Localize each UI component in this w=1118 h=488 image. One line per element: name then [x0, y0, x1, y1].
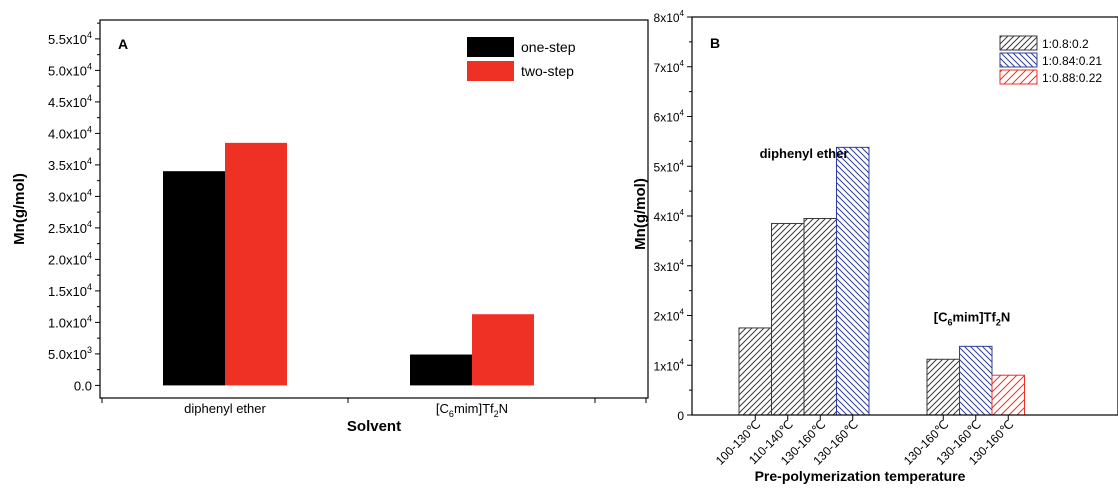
y-tick-label: 5.0x104	[48, 61, 92, 78]
y-tick-label: 2.5x104	[48, 219, 92, 236]
bar-two-step-1	[472, 314, 534, 386]
y-tick-label: 3x104	[654, 258, 685, 274]
y-tick-label: 4x104	[654, 208, 685, 224]
plot-frame-a	[99, 19, 649, 399]
y-tick-label: 5.5x104	[48, 30, 92, 47]
group-label: diphenyl ether	[760, 146, 849, 161]
legend-swatch-1	[999, 52, 1038, 68]
bar-two-step-0	[225, 142, 287, 386]
y-tick-label: 0	[677, 409, 684, 423]
plot-frame-b	[691, 16, 1118, 416]
y-tick-label: 5.0x103	[48, 345, 92, 362]
group-label: [C6mim]Tf2N	[934, 309, 1010, 327]
y-tick-label: 5x104	[654, 158, 685, 174]
y-tick-label: 2x104	[654, 308, 685, 324]
panel-label-a: A	[118, 36, 128, 52]
y-tick-label: 4.0x104	[48, 124, 92, 141]
legend-label-two-step: two-step	[521, 63, 574, 79]
y-tick-label: 1.0x104	[48, 313, 92, 330]
y-tick-label: 6x104	[654, 109, 685, 125]
x-tick-label: diphenyl ether	[184, 401, 266, 416]
bar-0-2	[803, 217, 837, 416]
y-tick-label: 1.5x104	[48, 282, 92, 299]
x-axis-label-a: Solvent	[347, 418, 401, 435]
y-tick-label: 7x104	[654, 59, 685, 75]
y-tick-label: 4.5x104	[48, 93, 92, 110]
y-axis-label-b: Mn(g/mol)	[632, 178, 649, 250]
chart-panel-a: A 0.0 5.0x103 1.0x104 1.5x104 2.0x104 2.5x104…	[11, 19, 649, 435]
legend-swatch-2	[999, 69, 1038, 85]
bar-0-0	[738, 327, 772, 416]
bar-1-1	[959, 345, 993, 416]
bar-one-step-1	[410, 354, 472, 386]
legend-label-1: 1:0.84:0.21	[1042, 54, 1102, 68]
x-tick-label: [C6mim]Tf2N	[436, 401, 508, 419]
y-tick-label: 8x104	[654, 9, 685, 25]
bar-1-0	[926, 358, 960, 416]
legend-label-2: 1:0.88:0.22	[1042, 71, 1102, 85]
legend-swatch-one-step	[467, 37, 514, 57]
x-axis-label-b: Pre-polymerization temperature	[755, 468, 966, 484]
chart-panel-b: B 0 1x104 2x104 3x104 4x104 5x104 6x104 7x104 8x…	[632, 9, 1118, 484]
y-tick-label: 3.0x104	[48, 187, 92, 204]
y-tick-label: 3.5x104	[48, 156, 92, 173]
legend-swatch-two-step	[467, 61, 514, 81]
legend-label-0: 1:0.8:0.2	[1042, 37, 1089, 51]
legend-swatch-0	[999, 35, 1038, 51]
panel-label-b: B	[710, 35, 720, 51]
bar-one-step-0	[163, 171, 225, 386]
bar-1-2	[991, 374, 1025, 416]
bar-0-1	[771, 222, 805, 416]
bar-0-3	[836, 146, 870, 416]
y-tick-label: 0.0	[74, 378, 92, 393]
y-tick-label: 2.0x104	[48, 250, 92, 267]
y-tick-label: 1x104	[654, 357, 685, 373]
y-axis-label-a: Mn(g/mol)	[11, 173, 28, 245]
legend-label-one-step: one-step	[521, 39, 576, 55]
